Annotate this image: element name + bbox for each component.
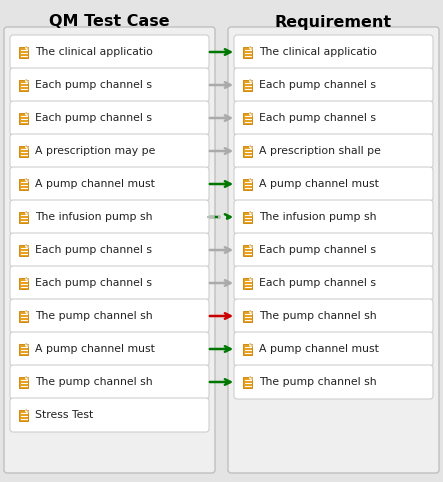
FancyBboxPatch shape [234, 233, 433, 267]
Polygon shape [26, 46, 28, 49]
Polygon shape [250, 344, 253, 346]
Polygon shape [26, 244, 28, 247]
Text: A pump channel must: A pump channel must [259, 344, 379, 354]
FancyBboxPatch shape [244, 178, 253, 189]
FancyBboxPatch shape [244, 46, 253, 57]
Polygon shape [250, 46, 253, 49]
Text: The clinical applicatio: The clinical applicatio [259, 47, 377, 57]
FancyBboxPatch shape [10, 68, 209, 102]
Polygon shape [250, 376, 253, 379]
Polygon shape [26, 410, 28, 412]
Polygon shape [26, 310, 28, 313]
Text: The pump channel sh: The pump channel sh [35, 377, 153, 387]
FancyBboxPatch shape [10, 35, 209, 69]
FancyBboxPatch shape [10, 233, 209, 267]
FancyBboxPatch shape [10, 365, 209, 399]
FancyBboxPatch shape [244, 278, 253, 289]
Polygon shape [250, 80, 253, 82]
FancyBboxPatch shape [19, 376, 28, 388]
Text: A pump channel must: A pump channel must [35, 344, 155, 354]
Polygon shape [250, 178, 253, 181]
FancyBboxPatch shape [10, 101, 209, 135]
Text: Each pump channel s: Each pump channel s [259, 245, 376, 255]
FancyBboxPatch shape [19, 310, 28, 321]
Text: QM Test Case: QM Test Case [49, 14, 170, 29]
FancyBboxPatch shape [19, 146, 28, 157]
FancyBboxPatch shape [234, 365, 433, 399]
FancyBboxPatch shape [10, 398, 209, 432]
Text: A pump channel must: A pump channel must [35, 179, 155, 189]
FancyBboxPatch shape [19, 112, 28, 123]
FancyBboxPatch shape [234, 332, 433, 366]
FancyBboxPatch shape [10, 200, 209, 234]
Polygon shape [26, 80, 28, 82]
Text: Each pump channel s: Each pump channel s [259, 80, 376, 90]
FancyBboxPatch shape [244, 146, 253, 157]
FancyBboxPatch shape [244, 344, 253, 354]
FancyBboxPatch shape [10, 299, 209, 333]
FancyBboxPatch shape [244, 376, 253, 388]
Polygon shape [26, 212, 28, 214]
FancyBboxPatch shape [4, 27, 215, 473]
Polygon shape [26, 376, 28, 379]
FancyBboxPatch shape [10, 134, 209, 168]
FancyBboxPatch shape [19, 244, 28, 255]
FancyBboxPatch shape [19, 410, 28, 420]
Text: A prescription may pe: A prescription may pe [35, 146, 155, 156]
Polygon shape [250, 112, 253, 115]
Text: A prescription shall pe: A prescription shall pe [259, 146, 381, 156]
Polygon shape [26, 278, 28, 280]
FancyBboxPatch shape [244, 244, 253, 255]
FancyBboxPatch shape [10, 167, 209, 201]
Text: The infusion pump sh: The infusion pump sh [35, 212, 152, 222]
Polygon shape [250, 146, 253, 148]
FancyBboxPatch shape [19, 278, 28, 289]
FancyBboxPatch shape [234, 35, 433, 69]
Text: Each pump channel s: Each pump channel s [35, 80, 152, 90]
FancyBboxPatch shape [228, 27, 439, 473]
FancyBboxPatch shape [10, 266, 209, 300]
Text: Each pump channel s: Each pump channel s [35, 278, 152, 288]
Text: A pump channel must: A pump channel must [259, 179, 379, 189]
FancyBboxPatch shape [10, 332, 209, 366]
Polygon shape [26, 178, 28, 181]
FancyBboxPatch shape [244, 310, 253, 321]
FancyBboxPatch shape [19, 46, 28, 57]
Text: Stress Test: Stress Test [35, 410, 93, 420]
Polygon shape [26, 112, 28, 115]
FancyBboxPatch shape [244, 112, 253, 123]
Polygon shape [250, 212, 253, 214]
Text: The infusion pump sh: The infusion pump sh [259, 212, 377, 222]
FancyBboxPatch shape [234, 266, 433, 300]
FancyBboxPatch shape [244, 212, 253, 223]
FancyBboxPatch shape [234, 299, 433, 333]
Polygon shape [250, 278, 253, 280]
FancyBboxPatch shape [19, 178, 28, 189]
FancyBboxPatch shape [234, 101, 433, 135]
Polygon shape [250, 244, 253, 247]
Text: Each pump channel s: Each pump channel s [35, 113, 152, 123]
Text: Each pump channel s: Each pump channel s [35, 245, 152, 255]
FancyBboxPatch shape [234, 68, 433, 102]
Text: The clinical applicatio: The clinical applicatio [35, 47, 153, 57]
FancyBboxPatch shape [234, 167, 433, 201]
Text: Each pump channel s: Each pump channel s [259, 278, 376, 288]
FancyBboxPatch shape [234, 134, 433, 168]
FancyBboxPatch shape [19, 212, 28, 223]
FancyBboxPatch shape [19, 344, 28, 354]
Text: Each pump channel s: Each pump channel s [259, 113, 376, 123]
FancyBboxPatch shape [244, 80, 253, 91]
Text: Requirement: Requirement [275, 14, 392, 29]
Polygon shape [26, 146, 28, 148]
Text: The pump channel sh: The pump channel sh [35, 311, 153, 321]
Polygon shape [250, 310, 253, 313]
Text: The pump channel sh: The pump channel sh [259, 311, 377, 321]
FancyBboxPatch shape [234, 200, 433, 234]
Polygon shape [26, 344, 28, 346]
FancyBboxPatch shape [19, 80, 28, 91]
Text: The pump channel sh: The pump channel sh [259, 377, 377, 387]
